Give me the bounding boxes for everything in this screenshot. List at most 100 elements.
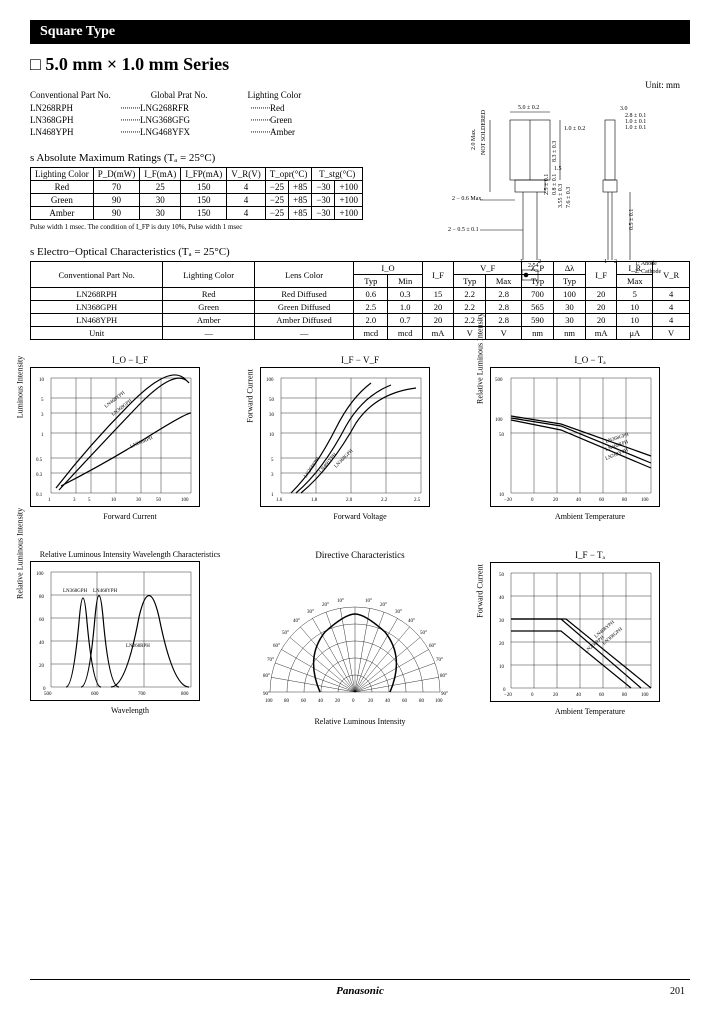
svg-text:70°: 70° — [267, 658, 274, 663]
charts-row-1: I_O − I_F Luminous Intensity LN468YPH LN… — [30, 355, 690, 535]
svg-text:1: 1 — [41, 433, 44, 438]
svg-text:2.2: 2.2 — [381, 498, 388, 503]
svg-text:10: 10 — [499, 493, 505, 498]
svg-text:30: 30 — [499, 619, 505, 624]
series-title: □ 5.0 mm × 1.0 mm Series — [30, 54, 690, 75]
svg-text:100: 100 — [36, 572, 44, 577]
svg-text:3: 3 — [41, 413, 44, 418]
svg-text:LN268RPH: LN268RPH — [130, 436, 154, 450]
svg-text:100: 100 — [435, 699, 443, 704]
svg-text:2 − 0.6 Max.: 2 − 0.6 Max. — [452, 196, 483, 202]
svg-text:10: 10 — [269, 433, 275, 438]
svg-text:1.0 ± 0.1: 1.0 ± 0.1 — [625, 125, 646, 131]
svg-text:500: 500 — [495, 378, 503, 383]
svg-text:3: 3 — [271, 473, 274, 478]
svg-text:NOT SOLDERED: NOT SOLDERED — [481, 109, 487, 155]
svg-text:3: 3 — [73, 498, 76, 503]
svg-text:LN468YPH: LN468YPH — [93, 589, 118, 594]
svg-text:500: 500 — [44, 692, 52, 697]
svg-text:100: 100 — [266, 378, 274, 383]
svg-text:5: 5 — [41, 398, 44, 403]
chart-if-vf: I_F − V_F Forward Current LN268RPH LN468… — [260, 355, 460, 535]
svg-text:20: 20 — [553, 498, 559, 503]
svg-text:40: 40 — [385, 699, 391, 704]
svg-text:80: 80 — [284, 699, 290, 704]
svg-text:60: 60 — [599, 693, 605, 698]
brand-logo: Panasonic — [336, 985, 384, 997]
svg-text:100: 100 — [181, 498, 189, 503]
svg-text:80: 80 — [39, 595, 45, 600]
svg-text:80°: 80° — [263, 674, 270, 679]
svg-text:3.0: 3.0 — [620, 106, 628, 112]
svg-text:60°: 60° — [273, 644, 280, 649]
svg-text:10°: 10° — [337, 599, 344, 604]
svg-text:2.5 ± 0.1: 2.5 ± 0.1 — [544, 174, 550, 195]
svg-text:2: Cathode: 2: Cathode — [635, 269, 661, 275]
chart-directive: Directive Characteristics — [260, 550, 460, 730]
svg-text:1.5: 1.5 — [554, 166, 562, 172]
svg-text:100: 100 — [495, 418, 503, 423]
svg-text:1: 1 — [271, 493, 274, 498]
chart-io-ta: I_O − Tₐ Relative Luminous Intensity LN3… — [490, 355, 690, 535]
svg-text:1: Anode: 1: Anode — [635, 261, 657, 267]
svg-text:40°: 40° — [293, 619, 300, 624]
chart-wavelength: Relative Luminous Intensity Wavelength C… — [30, 550, 230, 730]
svg-text:0.5 ± 0.1: 0.5 ± 0.1 — [629, 209, 635, 230]
svg-text:80: 80 — [622, 693, 628, 698]
page-number: 201 — [670, 986, 685, 997]
svg-text:20°: 20° — [380, 603, 387, 608]
amr-table: Lighting ColorP_D(mW)I_F(mA)I_FP(mA)V_R(… — [30, 167, 363, 220]
dimension-drawing: 5.0 ± 0.2 3.0 2.8 ± 0.1 1.0 ± 0.1 1.0 ± … — [430, 100, 690, 290]
svg-text:0: 0 — [531, 693, 534, 698]
svg-text:2.0 Max.: 2.0 Max. — [471, 128, 477, 150]
svg-text:80: 80 — [622, 498, 628, 503]
svg-text:100: 100 — [641, 693, 649, 698]
svg-text:7.6 ± 0.3: 7.6 ± 0.3 — [566, 187, 572, 208]
svg-text:60°: 60° — [429, 644, 436, 649]
svg-text:10: 10 — [39, 378, 45, 383]
svg-text:LN368GPH: LN368GPH — [334, 449, 355, 470]
svg-text:50: 50 — [499, 573, 505, 578]
svg-text:50: 50 — [156, 498, 162, 503]
svg-text:5: 5 — [88, 498, 91, 503]
svg-text:30°: 30° — [395, 610, 402, 615]
svg-text:700: 700 — [138, 692, 146, 697]
svg-text:10: 10 — [499, 665, 505, 670]
svg-text:20: 20 — [368, 699, 374, 704]
svg-text:20: 20 — [39, 664, 45, 669]
svg-text:1: 1 — [48, 498, 51, 503]
svg-text:0.1: 0.1 — [36, 493, 43, 498]
svg-text:−20: −20 — [504, 693, 512, 698]
svg-text:5.0 ± 0.2: 5.0 ± 0.2 — [518, 105, 539, 111]
svg-text:−20: −20 — [504, 498, 512, 503]
svg-text:LN368GPH: LN368GPH — [63, 589, 88, 594]
chart-if-ta: I_F − Tₐ Forward Current LN468YPH LN368G… — [490, 550, 690, 730]
svg-text:30°: 30° — [307, 610, 314, 615]
svg-text:1: 1 — [520, 259, 523, 265]
svg-text:10°: 10° — [365, 599, 372, 604]
svg-text:30: 30 — [136, 498, 142, 503]
svg-text:2.0: 2.0 — [346, 498, 353, 503]
svg-text:90°: 90° — [263, 692, 270, 697]
svg-text:100: 100 — [265, 699, 273, 704]
svg-text:1: 1 — [604, 259, 607, 265]
svg-text:50°: 50° — [420, 631, 427, 636]
svg-text:30: 30 — [269, 413, 275, 418]
svg-text:60: 60 — [301, 699, 307, 704]
svg-text:2.5: 2.5 — [414, 498, 421, 503]
svg-text:5: 5 — [271, 458, 274, 463]
svg-text:40: 40 — [576, 498, 582, 503]
svg-text:0: 0 — [352, 699, 355, 704]
svg-text:600: 600 — [91, 692, 99, 697]
svg-text:1.8: 1.8 — [311, 498, 318, 503]
svg-text:50°: 50° — [282, 631, 289, 636]
svg-text:60: 60 — [402, 699, 408, 704]
svg-text:2: 2 — [538, 259, 541, 265]
svg-text:50: 50 — [499, 433, 505, 438]
svg-text:0: 0 — [531, 498, 534, 503]
svg-text:20: 20 — [499, 642, 505, 647]
svg-text:20: 20 — [553, 693, 559, 698]
svg-text:10: 10 — [111, 498, 117, 503]
svg-text:2.54: 2.54 — [528, 263, 539, 269]
svg-text:50: 50 — [269, 398, 275, 403]
